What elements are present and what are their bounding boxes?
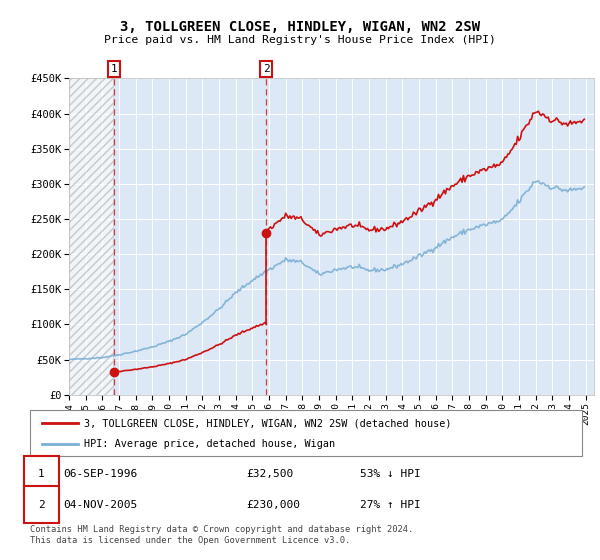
Text: 1: 1 [110, 64, 117, 74]
Text: £32,500: £32,500 [246, 469, 293, 479]
Text: £230,000: £230,000 [246, 500, 300, 510]
Text: 2: 2 [38, 500, 45, 510]
Text: 27% ↑ HPI: 27% ↑ HPI [360, 500, 421, 510]
Text: 3, TOLLGREEN CLOSE, HINDLEY, WIGAN, WN2 2SW: 3, TOLLGREEN CLOSE, HINDLEY, WIGAN, WN2 … [120, 20, 480, 34]
Bar [69, 78, 113, 395]
Text: HPI: Average price, detached house, Wigan: HPI: Average price, detached house, Wiga… [84, 438, 335, 449]
Text: Price paid vs. HM Land Registry's House Price Index (HPI): Price paid vs. HM Land Registry's House … [104, 35, 496, 45]
Text: 1: 1 [38, 469, 45, 479]
Text: Contains HM Land Registry data © Crown copyright and database right 2024.
This d: Contains HM Land Registry data © Crown c… [30, 525, 413, 545]
Text: 3, TOLLGREEN CLOSE, HINDLEY, WIGAN, WN2 2SW (detached house): 3, TOLLGREEN CLOSE, HINDLEY, WIGAN, WN2 … [84, 418, 452, 428]
Text: 2: 2 [263, 64, 270, 74]
Text: 04-NOV-2005: 04-NOV-2005 [64, 500, 138, 510]
Text: 53% ↓ HPI: 53% ↓ HPI [360, 469, 421, 479]
Text: 06-SEP-1996: 06-SEP-1996 [64, 469, 138, 479]
